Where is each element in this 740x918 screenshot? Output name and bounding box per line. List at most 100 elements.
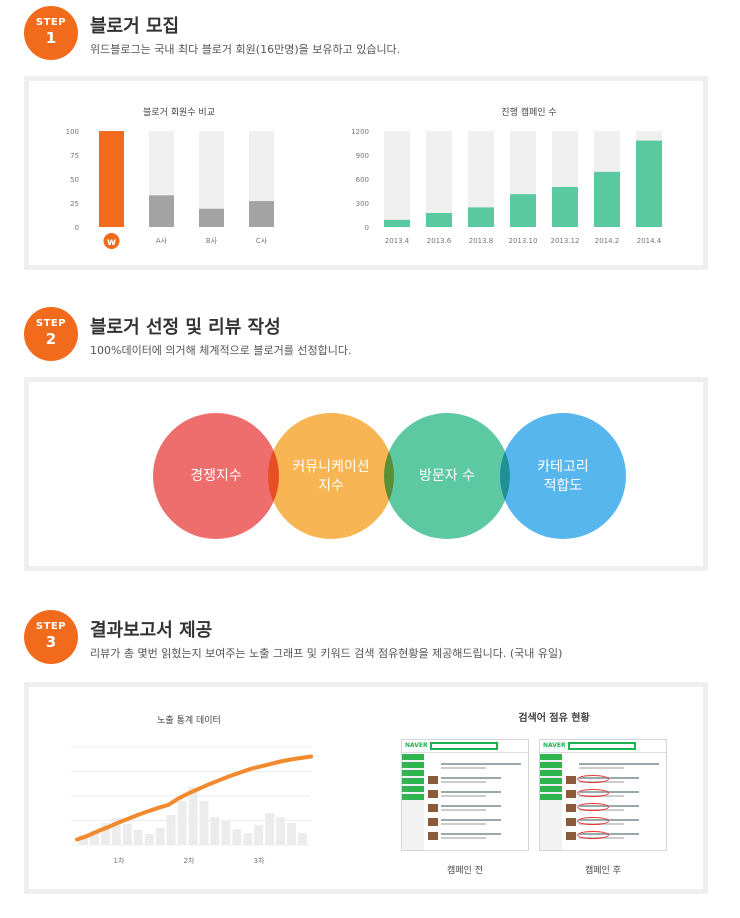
- background-bar: [276, 817, 286, 845]
- background-bar: [89, 831, 99, 845]
- x-tick-label: 2013.6: [427, 237, 452, 245]
- y-tick-label: 50: [70, 176, 79, 184]
- background-bar: [100, 823, 110, 845]
- bar-track: [384, 131, 410, 227]
- x-tick-label: 2013.8: [469, 237, 494, 245]
- background-bar: [254, 825, 264, 845]
- x-tick-label: 2014.2: [595, 237, 620, 245]
- background-bar: [243, 833, 253, 845]
- exposure-line: [75, 754, 313, 842]
- after-campaign-label: 캠페인 후: [585, 866, 621, 876]
- chart-title: 노출 통계 데이터: [157, 714, 221, 726]
- x-tick-label: 2차: [184, 856, 195, 865]
- circle-label-visitors: 방문자 수: [419, 468, 475, 484]
- campaign-count-chart: 진행 캠페인 수 1200 900 600 300 0 2013.4 2013.6 2013.8…: [351, 106, 662, 245]
- step-2-panel: 경쟁지수 커뮤니케이션 지수 방문자 수 카테고리 적합도: [24, 377, 708, 571]
- step-1-description: 위드블로그는 국내 최다 블로거 회원(16만명)을 보유하고 있습니다.: [90, 43, 401, 56]
- y-tick-label: 0: [75, 224, 79, 232]
- y-tick-label: 900: [356, 152, 369, 160]
- search-screenshot-before: NAVER: [401, 739, 529, 851]
- background-bar: [210, 817, 220, 845]
- circle-category: [500, 413, 626, 539]
- circle-communication: [268, 413, 394, 539]
- member-count-chart: 블로거 회원수 비교 100 75 50 25 0 w A사 B사 C사: [66, 107, 274, 249]
- highlight-ring: [577, 817, 609, 825]
- step-2-header: STEP 2 블로거 선정 및 리뷰 작성 100%데이터에 의거해 체계적으로…: [0, 307, 740, 367]
- bar: [99, 131, 124, 227]
- before-campaign-label: 캠페인 전: [447, 866, 483, 876]
- step-3-header: STEP 3 결과보고서 제공 리뷰가 총 몇번 읽혔는지 보여주는 노출 그래…: [0, 610, 740, 670]
- step-2-title: 블로거 선정 및 리뷰 작성: [90, 317, 281, 338]
- bar: [594, 171, 620, 227]
- search-screenshot-after: NAVER: [539, 739, 667, 851]
- y-tick-label: 0: [365, 224, 369, 232]
- highlight-ring: [577, 775, 609, 783]
- step-3-panel: 노출 통계 데이터 1차 2차 3차 검색어 점유 현황 NAVER 캠페인 전 NA…: [24, 682, 708, 894]
- x-tick-label: A사: [156, 236, 168, 245]
- bar: [149, 195, 174, 227]
- step-badge-label: STEP: [35, 17, 67, 28]
- search-share-title: 검색어 점유 현황: [518, 713, 590, 724]
- x-tick-label: 1차: [114, 856, 125, 865]
- y-tick-label: 300: [356, 200, 369, 208]
- bar: [426, 213, 452, 227]
- naver-logo: NAVER: [543, 742, 566, 749]
- bar: [384, 219, 410, 227]
- circle-label-category: 카테고리 적합도: [537, 459, 589, 494]
- bar: [468, 207, 494, 227]
- chart-title: 블로거 회원수 비교: [143, 107, 215, 118]
- background-bar: [144, 834, 154, 845]
- chart-title: 진행 캠페인 수: [501, 106, 556, 118]
- y-tick-label: 1200: [351, 128, 369, 136]
- y-tick-label: 600: [356, 176, 369, 184]
- step-badge-number: 1: [45, 29, 57, 47]
- step-badge-number: 3: [45, 633, 57, 651]
- background-bar: [155, 828, 165, 845]
- step-badge-label: STEP: [35, 621, 67, 632]
- step-3-description: 리뷰가 총 몇번 읽혔는지 보여주는 노출 그래프 및 키워드 검색 점유현황을…: [90, 647, 563, 660]
- background-bar: [166, 815, 176, 845]
- background-bar: [221, 821, 231, 845]
- naver-logo: NAVER: [405, 742, 428, 749]
- y-tick-label: 25: [70, 200, 79, 208]
- background-bar: [265, 813, 275, 845]
- background-bar: [298, 833, 307, 845]
- highlight-ring: [577, 789, 609, 797]
- background-bar: [188, 787, 198, 845]
- step-1-panel: 블로거 회원수 비교 100 75 50 25 0 w A사 B사 C사 진행 캠페인 수 1200…: [24, 76, 708, 270]
- circle-label-competition: 경쟁지수: [190, 468, 242, 484]
- circle-competition: [153, 413, 279, 539]
- bar: [199, 208, 224, 227]
- background-bar: [79, 835, 88, 845]
- x-tick-label: 2013.12: [551, 237, 580, 245]
- criteria-venn-diagram: [153, 413, 626, 539]
- circle-visitors: [384, 413, 510, 539]
- exposure-stats-chart: 노출 통계 데이터 1차 2차 3차: [71, 714, 313, 865]
- background-bar: [232, 829, 242, 845]
- step-3-badge: STEP 3: [24, 610, 78, 664]
- x-tick-label: B사: [206, 236, 218, 245]
- bar: [636, 140, 662, 227]
- x-tick-label: 2013.4: [385, 237, 410, 245]
- highlight-ring: [577, 803, 609, 811]
- step-1-title: 블로거 모집: [90, 16, 180, 37]
- y-tick-label: 75: [70, 152, 79, 160]
- background-bar: [177, 801, 187, 845]
- bar-track: [426, 131, 452, 227]
- step-1-header: STEP 1 블로거 모집 위드블로그는 국내 최다 블로거 회원(16만명)을…: [0, 6, 740, 66]
- x-tick-label: 3차: [254, 856, 265, 865]
- bar: [510, 194, 536, 227]
- background-bar: [287, 823, 297, 845]
- bar: [552, 187, 578, 227]
- bar: [249, 201, 274, 227]
- step-2-description: 100%데이터에 의거해 체계적으로 블로거를 선정합니다.: [90, 344, 352, 357]
- y-tick-label: 100: [66, 128, 79, 136]
- step-badge-number: 2: [45, 330, 57, 348]
- step-badge-label: STEP: [35, 318, 67, 329]
- x-tick-label: 2013.10: [509, 237, 538, 245]
- withblog-logo-icon: [103, 233, 120, 249]
- background-bar: [199, 801, 209, 845]
- background-bar: [133, 830, 143, 845]
- x-tick-label: 2014.4: [637, 237, 662, 245]
- background-bar: [111, 818, 121, 845]
